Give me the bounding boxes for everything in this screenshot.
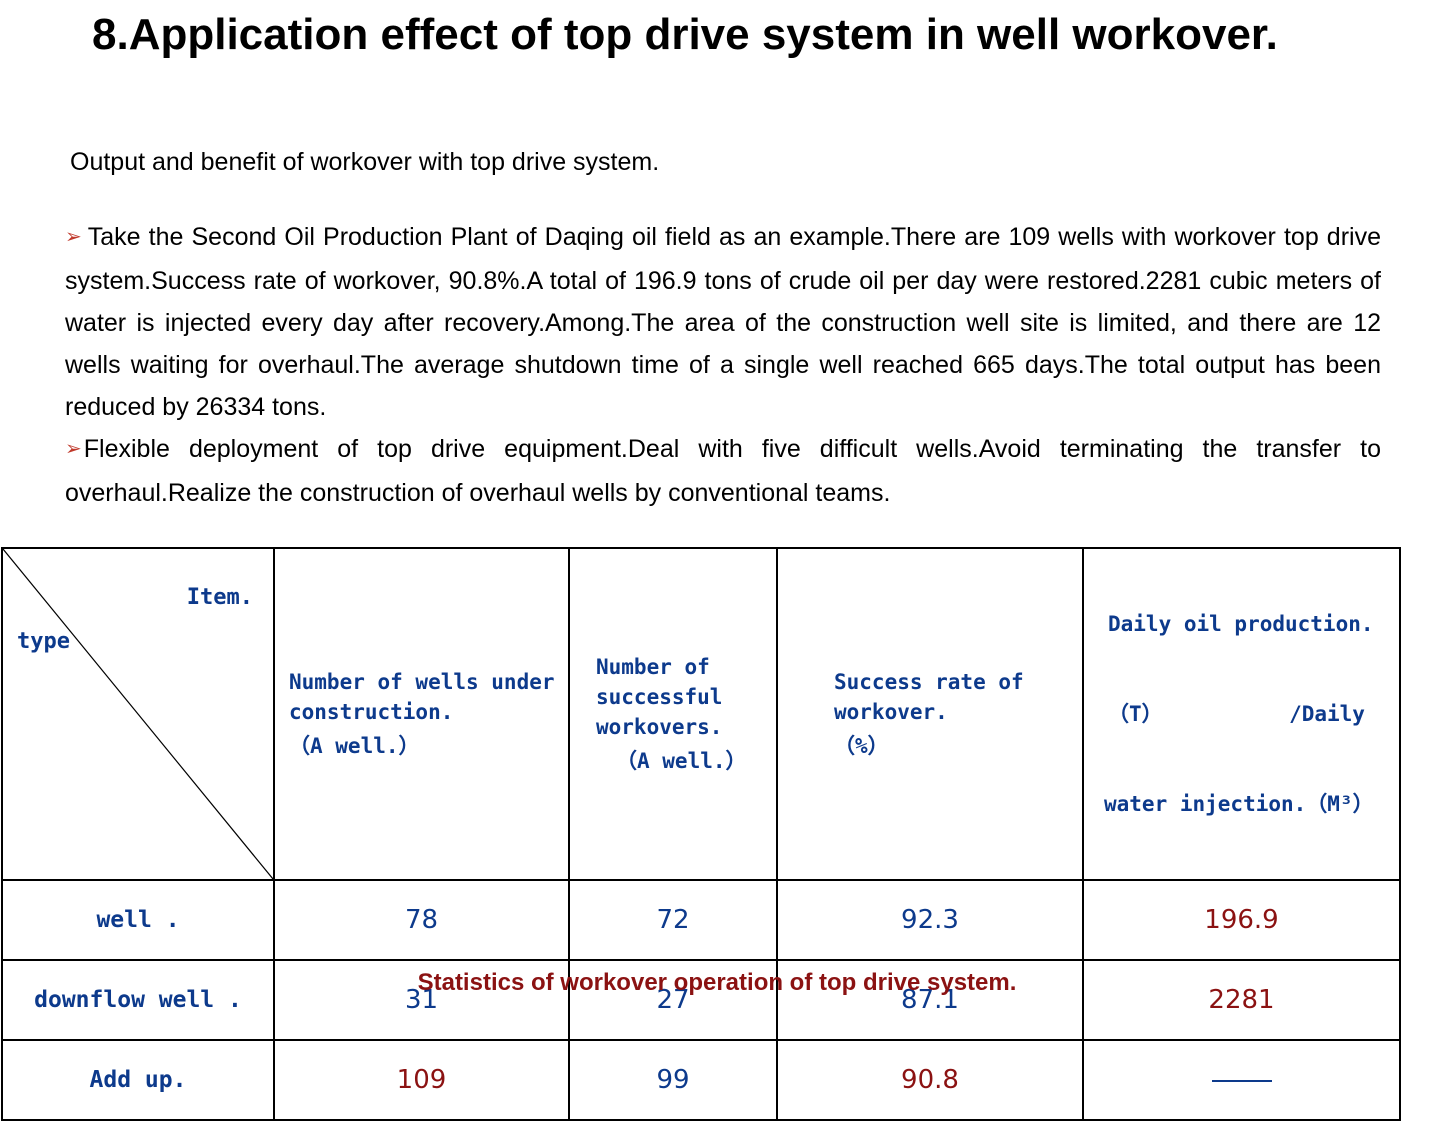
daily-empty-cell [1082, 1039, 1401, 1121]
diagonal-divider [3, 549, 273, 879]
paragraph-2: ➢Flexible deployment of top drive equipm… [65, 428, 1381, 514]
header-line: Success rate of [834, 670, 1024, 694]
corner-item-label: Item. [186, 585, 253, 610]
paragraph-1: ➢ Take the Second Oil Production Plant of… [65, 216, 1381, 428]
header-line: construction. [289, 700, 454, 724]
header-daily-production: Daily oil production. （T） /Daily water i… [1082, 547, 1401, 881]
header-line: water injection.（M³） [1104, 792, 1374, 816]
page-title: 8.Application effect of top drive system… [92, 10, 1278, 59]
header-line: Number of wells under [289, 670, 555, 694]
header-line: （T） /Daily [1108, 702, 1365, 726]
table-caption: Statistics of workover operation of top … [417, 969, 1017, 996]
header-success-rate: Success rate of workover. （%） [776, 547, 1084, 881]
daily-value: 196.9 [1082, 879, 1401, 961]
header-line: （A well.） [289, 734, 420, 758]
section-subtitle: Output and benefit of workover with top … [70, 148, 660, 176]
rate-value: 92.3 [776, 879, 1084, 961]
wells-value: 109 [273, 1039, 570, 1121]
statistics-table: Item. type Number of wells under constru… [1, 547, 1401, 1121]
arrow-bullet-icon: ➢ [65, 226, 82, 248]
table-row: Add up. 109 99 90.8 [1, 1039, 1401, 1121]
row-label: well . [1, 879, 275, 961]
paragraph-1-text: Take the Second Oil Production Plant of … [65, 223, 1381, 421]
header-line: （%） [834, 734, 889, 758]
header-successful-workovers: Number of successful workovers. （A well.… [568, 547, 778, 881]
header-line: Number of [596, 655, 710, 679]
header-line: successful [596, 685, 723, 709]
successful-value: 72 [568, 879, 778, 961]
dash-placeholder [1211, 1079, 1272, 1082]
corner-header-cell: Item. type [1, 547, 275, 881]
row-label: Add up. [1, 1039, 275, 1121]
arrow-bullet-icon: ➢ [65, 438, 82, 460]
header-wells-under-construction: Number of wells under construction. （A w… [273, 547, 570, 881]
table-header-row: Item. type Number of wells under constru… [1, 547, 1401, 881]
body-text: ➢ Take the Second Oil Production Plant of… [65, 216, 1381, 514]
corner-type-label: type [17, 629, 70, 654]
header-line: Daily oil production. [1108, 612, 1374, 636]
table-row: well . 78 72 92.3 196.9 [1, 879, 1401, 961]
wells-value: 78 [273, 879, 570, 961]
paragraph-2-text: Flexible deployment of top drive equipme… [65, 435, 1381, 507]
header-line: （A well.） [616, 749, 747, 773]
successful-value: 99 [568, 1039, 778, 1121]
rate-value: 90.8 [776, 1039, 1084, 1121]
header-line: workover. [834, 700, 948, 724]
header-line: workovers. [596, 715, 723, 739]
